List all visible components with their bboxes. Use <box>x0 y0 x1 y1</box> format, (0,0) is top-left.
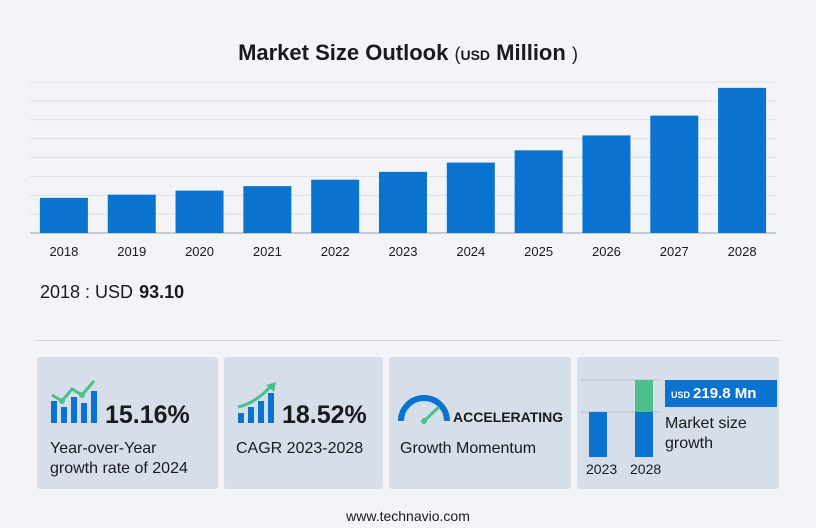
x-tick-2021: 2021 <box>253 244 282 259</box>
x-tick-2028: 2028 <box>728 244 757 259</box>
bar-2025 <box>514 150 563 233</box>
x-tick-2018: 2018 <box>49 244 78 259</box>
chart-title: Market Size Outlook (USD Million ) <box>238 40 578 65</box>
bar-2028 <box>635 412 653 457</box>
bar-2027 <box>650 115 699 233</box>
yoy-card: 15.16% Year-over-Year growth rate of 2024 <box>37 357 218 489</box>
year-start: 2023 <box>586 461 618 477</box>
bar-2024 <box>446 162 495 233</box>
bar-2022 <box>311 179 360 233</box>
yoy-value: 15.16% <box>105 401 190 429</box>
bar-2023 <box>589 412 607 457</box>
cagr-label: CAGR 2023-2028 <box>236 440 364 457</box>
cagr-value: 18.52% <box>282 401 367 429</box>
bar-2028 <box>718 87 767 233</box>
growth-mini-chart <box>581 379 659 457</box>
bar-chart: 2018 2019 2020 2021 2022 2023 2024 2025 2026 2027… <box>30 81 776 259</box>
x-tick-2020: 2020 <box>185 244 214 259</box>
growth-badge: USD 219.8 Mn <box>665 380 777 407</box>
growth-chart-icon <box>51 380 97 423</box>
momentum-label: Growth Momentum <box>400 440 537 457</box>
x-tick-2027: 2027 <box>660 244 689 259</box>
growth-card: 2023 2028 Market size growth <box>577 357 779 489</box>
year-end: 2028 <box>630 461 662 477</box>
bar-growth-icon <box>237 382 276 423</box>
x-tick-2025: 2025 <box>524 244 553 259</box>
x-tick-2019: 2019 <box>117 244 146 259</box>
speedometer-icon <box>398 395 450 424</box>
momentum-value: ACCELERATING <box>453 409 564 425</box>
yoy-label: Year-over-Year growth rate of 2024 <box>50 440 188 477</box>
bar-2026 <box>582 135 631 233</box>
footer-url: www.technavio.com <box>346 508 470 524</box>
x-tick-2024: 2024 <box>456 244 485 259</box>
bar-2020 <box>175 190 224 233</box>
momentum-card: ACCELERATING Growth Momentum <box>389 357 571 489</box>
divider <box>37 340 779 341</box>
x-tick-2022: 2022 <box>321 244 350 259</box>
bar-2023 <box>379 171 427 233</box>
cagr-card: 18.52% CAGR 2023-2028 <box>224 357 383 489</box>
bar-growth-segment <box>635 380 653 412</box>
x-tick-2023: 2023 <box>389 244 418 259</box>
x-tick-2026: 2026 <box>592 244 621 259</box>
base-year-value: 2018 : USD 93.10 <box>40 282 185 302</box>
growth-label: Market size growth <box>665 415 747 452</box>
bar-2019 <box>107 194 156 233</box>
bar-2018 <box>39 197 88 233</box>
bar-2021 <box>243 186 292 233</box>
